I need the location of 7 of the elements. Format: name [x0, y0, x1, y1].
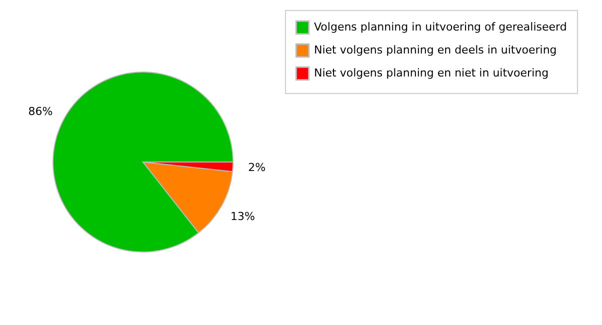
pie-slice — [52, 72, 234, 252]
data-label: 13% — [230, 210, 255, 224]
legend-label: Niet volgens planning en niet in uitvoering — [314, 66, 549, 80]
data-label: 2% — [248, 161, 266, 174]
data-label: 86% — [28, 105, 53, 118]
legend-label: Volgens planning in uitvoering of gerealiseerd — [314, 20, 567, 34]
legend-label: Niet volgens planning en deels in uitvoering — [314, 44, 557, 56]
